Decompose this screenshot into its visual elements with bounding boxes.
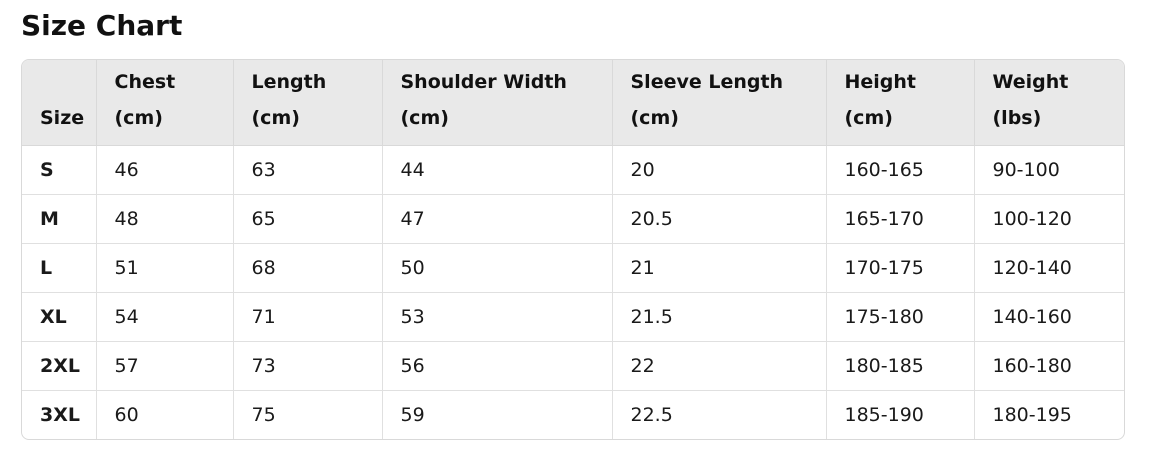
- header-height-label: Height: [844, 70, 917, 93]
- cell-size: S: [22, 145, 96, 195]
- cell-shoulder-width: 53: [381, 292, 612, 342]
- header-shoulder-width-unit: (cm): [400, 106, 449, 129]
- header-length-unit: (cm): [251, 106, 300, 129]
- cell-height: 160-165: [825, 145, 974, 195]
- table-row: L 51 68 50 21 170-175 120-140: [22, 243, 1124, 293]
- cell-weight: 180-195: [973, 390, 1124, 439]
- cell-weight: 100-120: [973, 194, 1124, 244]
- header-row: Size Chest (cm) Length (cm) Shoulder Wid…: [22, 60, 1124, 146]
- cell-height: 170-175: [825, 243, 974, 293]
- cell-size: L: [22, 243, 96, 293]
- cell-length: 68: [232, 243, 382, 293]
- header-length: Length (cm): [232, 60, 382, 146]
- header-size-label: Size: [40, 106, 85, 129]
- cell-height: 185-190: [825, 390, 974, 439]
- header-sleeve-length-label: Sleeve Length: [630, 70, 784, 93]
- cell-height: 180-185: [825, 341, 974, 391]
- header-shoulder-width: Shoulder Width (cm): [381, 60, 612, 146]
- cell-size: 2XL: [22, 341, 96, 391]
- cell-shoulder-width: 47: [381, 194, 612, 244]
- table-row: 2XL 57 73 56 22 180-185 160-180: [22, 341, 1124, 391]
- header-chest-label: Chest: [114, 70, 176, 93]
- table-body: S 46 63 44 20 160-165 90-100 M 48 65 47 …: [22, 145, 1124, 439]
- cell-sleeve-length: 20: [611, 145, 826, 195]
- size-chart-table: Size Chest (cm) Length (cm) Shoulder Wid…: [22, 60, 1124, 439]
- cell-chest: 51: [95, 243, 233, 293]
- header-size: Size: [22, 60, 96, 146]
- cell-height: 165-170: [825, 194, 974, 244]
- cell-size: XL: [22, 292, 96, 342]
- cell-size: M: [22, 194, 96, 244]
- cell-chest: 48: [95, 194, 233, 244]
- header-weight-unit: (lbs): [992, 106, 1042, 129]
- cell-shoulder-width: 59: [381, 390, 612, 439]
- cell-sleeve-length: 21: [611, 243, 826, 293]
- table-header: Size Chest (cm) Length (cm) Shoulder Wid…: [22, 60, 1124, 146]
- header-length-label: Length: [251, 70, 327, 93]
- cell-weight: 160-180: [973, 341, 1124, 391]
- header-sleeve-length: Sleeve Length (cm): [611, 60, 826, 146]
- cell-sleeve-length: 20.5: [611, 194, 826, 244]
- cell-height: 175-180: [825, 292, 974, 342]
- cell-chest: 46: [95, 145, 233, 195]
- cell-weight: 120-140: [973, 243, 1124, 293]
- header-height: Height (cm): [825, 60, 974, 146]
- cell-length: 71: [232, 292, 382, 342]
- header-weight: Weight (lbs): [973, 60, 1124, 146]
- cell-chest: 60: [95, 390, 233, 439]
- cell-weight: 90-100: [973, 145, 1124, 195]
- cell-sleeve-length: 21.5: [611, 292, 826, 342]
- header-height-unit: (cm): [844, 106, 893, 129]
- header-weight-label: Weight: [992, 70, 1069, 93]
- cell-length: 75: [232, 390, 382, 439]
- cell-chest: 54: [95, 292, 233, 342]
- table-row: XL 54 71 53 21.5 175-180 140-160: [22, 292, 1124, 342]
- page-title: Size Chart: [21, 9, 183, 42]
- cell-shoulder-width: 56: [381, 341, 612, 391]
- cell-sleeve-length: 22.5: [611, 390, 826, 439]
- header-chest: Chest (cm): [95, 60, 233, 146]
- table-row: S 46 63 44 20 160-165 90-100: [22, 145, 1124, 195]
- cell-length: 63: [232, 145, 382, 195]
- table-row: M 48 65 47 20.5 165-170 100-120: [22, 194, 1124, 244]
- table-row: 3XL 60 75 59 22.5 185-190 180-195: [22, 390, 1124, 439]
- cell-sleeve-length: 22: [611, 341, 826, 391]
- header-chest-unit: (cm): [114, 106, 163, 129]
- cell-shoulder-width: 50: [381, 243, 612, 293]
- cell-shoulder-width: 44: [381, 145, 612, 195]
- header-shoulder-width-label: Shoulder Width: [400, 70, 567, 93]
- header-sleeve-length-unit: (cm): [630, 106, 679, 129]
- cell-length: 73: [232, 341, 382, 391]
- cell-size: 3XL: [40, 403, 80, 426]
- size-chart-table-container: Size Chest (cm) Length (cm) Shoulder Wid…: [21, 59, 1125, 440]
- cell-weight: 140-160: [973, 292, 1124, 342]
- cell-length: 65: [232, 194, 382, 244]
- cell-chest: 57: [95, 341, 233, 391]
